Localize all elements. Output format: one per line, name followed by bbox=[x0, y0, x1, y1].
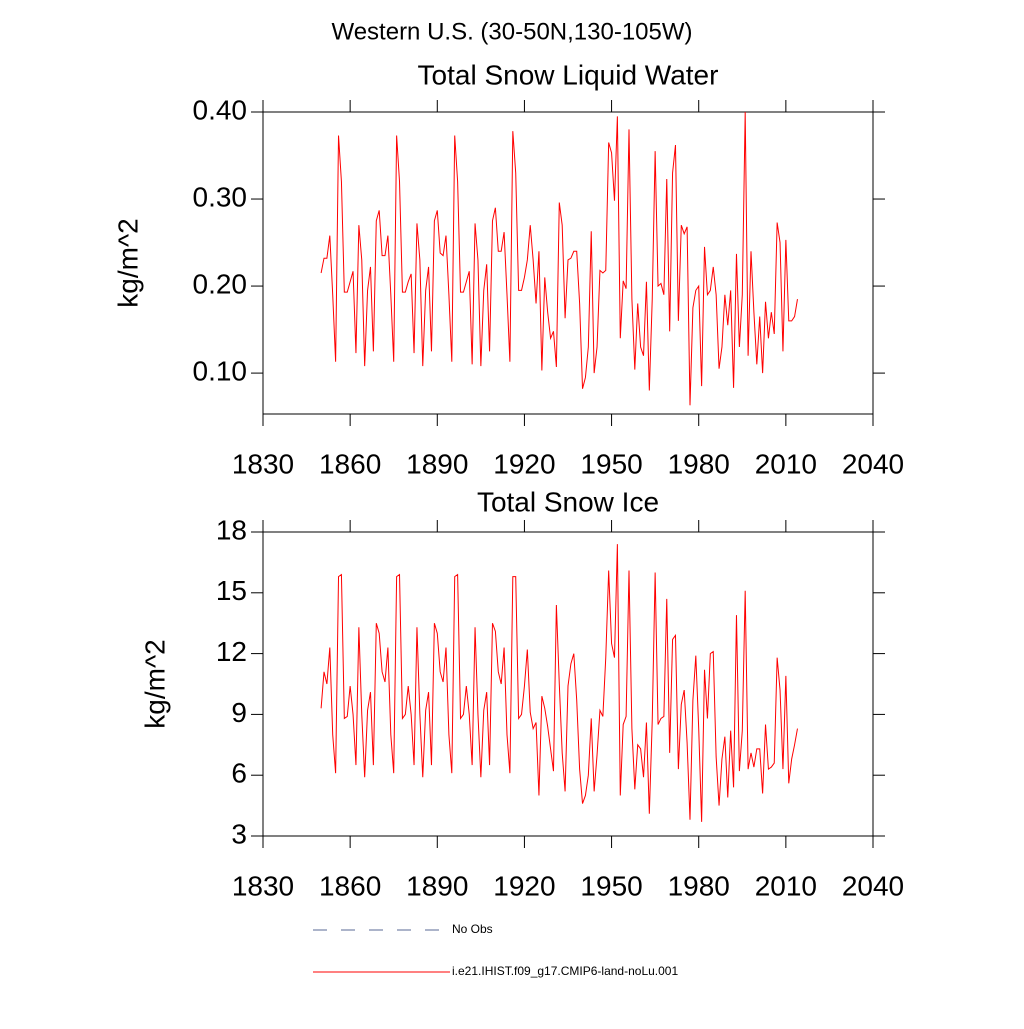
x-tick-label: 1860 bbox=[319, 870, 381, 901]
y-tick-label: 0.20 bbox=[193, 268, 248, 299]
x-tick-label: 2040 bbox=[842, 870, 904, 901]
y-tick-label: 9 bbox=[231, 697, 247, 728]
x-tick-label: 1980 bbox=[668, 870, 730, 901]
figure-title: Western U.S. (30-50N,130-105W) bbox=[331, 18, 692, 45]
plot-frame bbox=[262, 111, 874, 415]
x-tick-label: 1950 bbox=[580, 448, 642, 479]
x-tick-label: 1890 bbox=[406, 448, 468, 479]
x-tick-label: 1980 bbox=[668, 448, 730, 479]
y-tick-label: 0.40 bbox=[193, 94, 248, 125]
x-tick-label: 2040 bbox=[842, 448, 904, 479]
y-tick-label: 0.30 bbox=[193, 181, 248, 212]
y-tick-label: 3 bbox=[231, 818, 247, 849]
y-axis-label: kg/m^2 bbox=[139, 639, 170, 728]
x-tick-label: 1920 bbox=[493, 448, 555, 479]
x-tick-label: 2010 bbox=[755, 448, 817, 479]
y-tick-label: 12 bbox=[216, 636, 247, 667]
y-tick-label: 18 bbox=[216, 514, 247, 545]
x-tick-label: 1830 bbox=[232, 870, 294, 901]
legend-label: No Obs bbox=[452, 922, 493, 936]
y-tick-label: 15 bbox=[216, 575, 247, 606]
y-tick-label: 0.10 bbox=[193, 355, 248, 386]
x-tick-label: 1890 bbox=[406, 870, 468, 901]
data-line bbox=[320, 111, 798, 406]
panel-title: Total Snow Liquid Water bbox=[418, 59, 719, 90]
data-line bbox=[320, 544, 798, 822]
panel-title: Total Snow Ice bbox=[477, 486, 659, 517]
y-tick-label: 6 bbox=[231, 758, 247, 789]
x-tick-label: 1830 bbox=[232, 448, 294, 479]
legend-label: i.e21.IHIST.f09_g17.CMIP6-land-noLu.001 bbox=[452, 964, 678, 978]
y-axis-label: kg/m^2 bbox=[112, 218, 143, 307]
x-tick-label: 1920 bbox=[493, 870, 555, 901]
x-tick-label: 1950 bbox=[580, 870, 642, 901]
x-tick-label: 1860 bbox=[319, 448, 381, 479]
plot-frame bbox=[262, 531, 874, 837]
x-tick-label: 2010 bbox=[755, 870, 817, 901]
